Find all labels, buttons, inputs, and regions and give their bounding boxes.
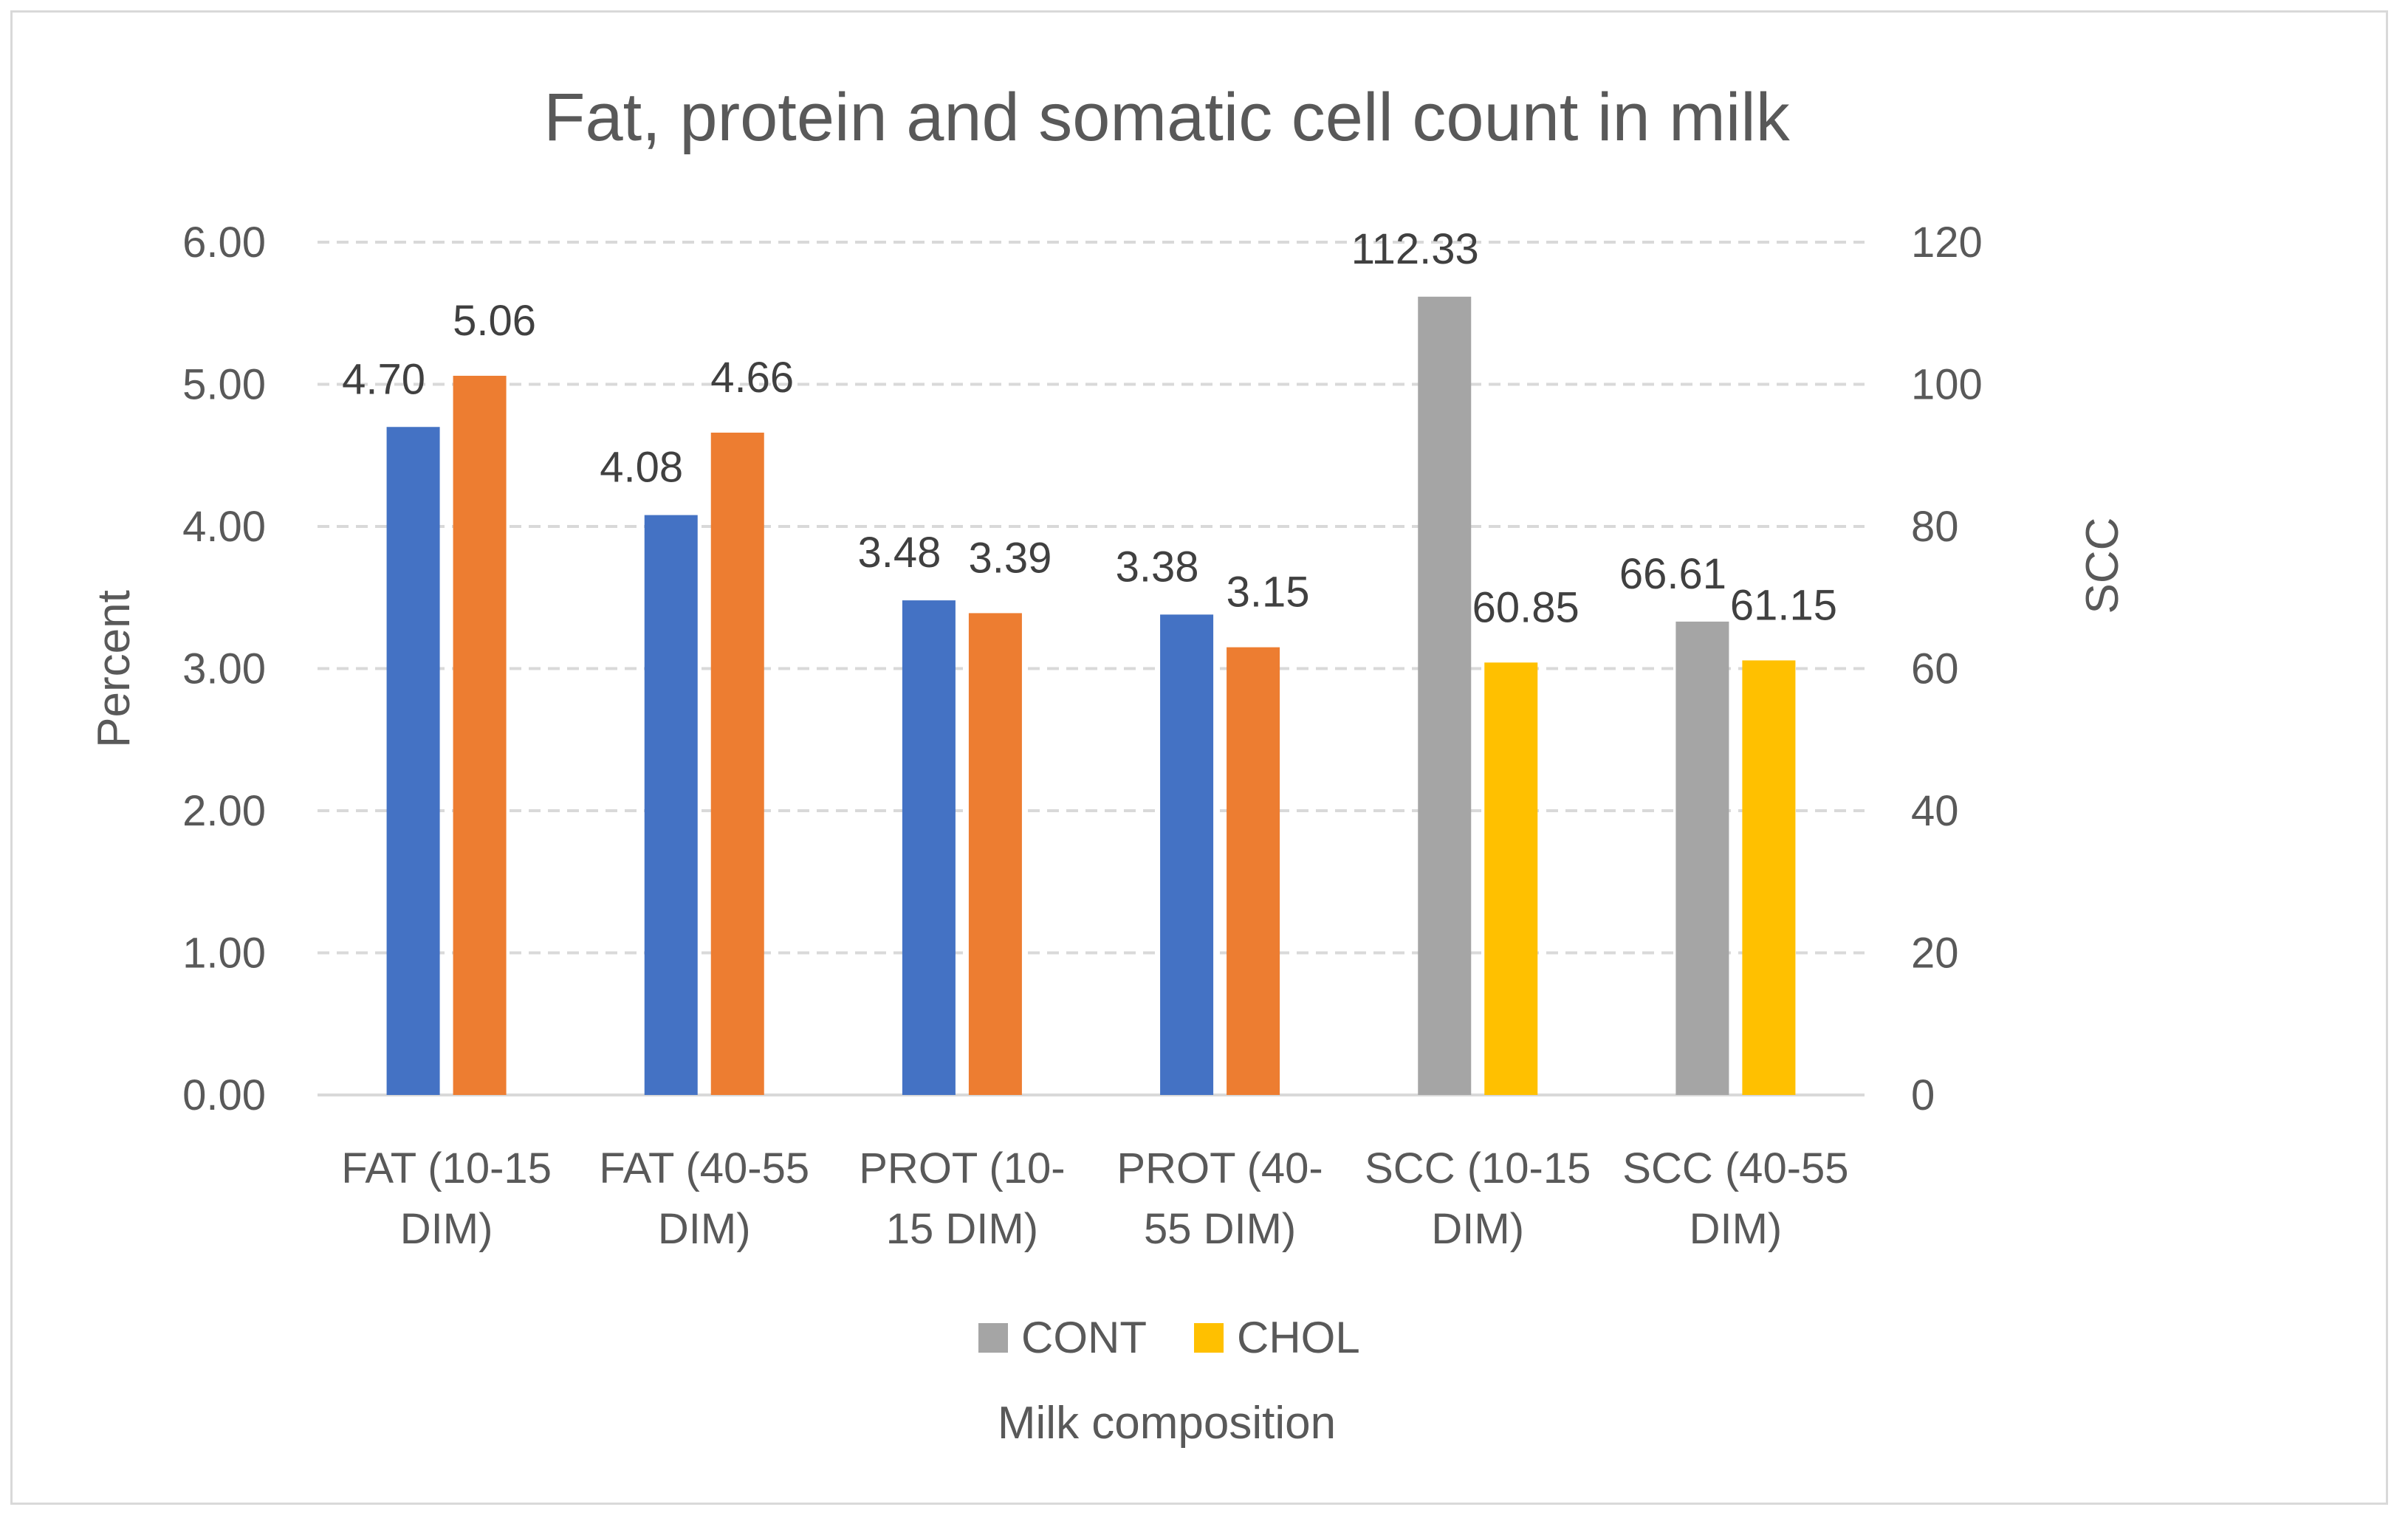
category-label: PROT (10- <box>859 1144 1065 1192</box>
data-label-chol: 5.06 <box>453 297 536 345</box>
data-label-chol: 61.15 <box>1730 581 1837 629</box>
data-label-chol: 4.66 <box>710 354 794 402</box>
y-axis-title: Percent <box>89 590 140 748</box>
bar-chol <box>968 613 1022 1095</box>
category-label: PROT (40- <box>1116 1144 1323 1192</box>
data-label-chol: 3.39 <box>968 534 1052 582</box>
legend-swatch <box>978 1323 1008 1353</box>
data-label-cont: 4.08 <box>600 444 683 492</box>
data-label-cont: 112.33 <box>1351 225 1479 273</box>
x-axis-categories: FAT (10-15 DIM) FAT (40-55 DIM) PROT (10- 15 … <box>341 1144 1848 1253</box>
category-label: DIM) <box>1431 1205 1524 1253</box>
data-label-chol: 60.85 <box>1472 583 1579 631</box>
y-tick-label: 0.00 <box>182 1071 266 1119</box>
bar-cont <box>386 427 440 1095</box>
category-label: FAT (10-15 <box>341 1144 552 1192</box>
y-tick-label: 2.00 <box>182 787 266 835</box>
category-label: SCC (40-55 <box>1622 1144 1848 1192</box>
bar-chol <box>1227 647 1280 1095</box>
category-label: DIM) <box>1690 1205 1783 1253</box>
y-tick-label: 3.00 <box>182 645 266 693</box>
bar-cont <box>1675 621 1729 1095</box>
y2-tick-label: 40 <box>1911 787 1959 835</box>
legend: CONT CHOL <box>978 1313 1360 1362</box>
category-label: 15 DIM) <box>886 1205 1038 1253</box>
data-labels: 4.70 5.06 4.08 4.66 3.48 3.39 3.38 3.15 112.33 60… <box>342 225 1837 631</box>
data-label-cont: 3.48 <box>857 529 941 577</box>
category-label: FAT (40-55 <box>599 1144 809 1192</box>
legend-label: CHOL <box>1237 1313 1360 1362</box>
y2-tick-label: 80 <box>1911 503 1959 551</box>
chart-title: Fat, protein and somatic cell count in m… <box>543 80 1790 155</box>
y-tick-label: 5.00 <box>182 361 266 409</box>
bar-cont <box>644 515 698 1095</box>
legend-label: CONT <box>1021 1313 1147 1362</box>
category-label: DIM) <box>658 1205 751 1253</box>
y-axis-right: 0 20 40 60 80 100 120 <box>1911 219 1983 1119</box>
legend-swatch <box>1194 1323 1224 1353</box>
y-tick-label: 6.00 <box>182 219 266 267</box>
y2-tick-label: 100 <box>1911 361 1983 409</box>
gridlines <box>318 241 1865 1096</box>
category-label: SCC (10-15 <box>1365 1144 1591 1192</box>
bars <box>386 296 1796 1096</box>
bar-cont <box>1418 296 1472 1096</box>
y-tick-label: 1.00 <box>182 930 266 978</box>
x-axis-title: Milk composition <box>998 1398 1336 1449</box>
y2-tick-label: 120 <box>1911 219 1983 267</box>
bar-cont <box>902 600 956 1095</box>
y-axis-left: 0.00 1.00 2.00 3.00 4.00 5.00 6.00 <box>182 219 266 1119</box>
bar-chol <box>1742 660 1796 1095</box>
category-label: 55 DIM) <box>1144 1205 1296 1253</box>
bar-chol <box>1484 662 1538 1095</box>
bar-cont <box>1160 614 1214 1095</box>
category-label: DIM) <box>400 1205 493 1253</box>
bar-chol <box>710 432 764 1095</box>
data-label-cont: 3.38 <box>1116 543 1199 591</box>
y2-tick-label: 60 <box>1911 645 1959 693</box>
data-label-chol: 3.15 <box>1227 569 1310 617</box>
data-label-cont: 4.70 <box>342 355 425 403</box>
data-label-cont: 66.61 <box>1619 550 1726 598</box>
y2-axis-title: SCC <box>2077 518 2128 614</box>
y2-tick-label: 0 <box>1911 1071 1935 1119</box>
y-tick-label: 4.00 <box>182 503 266 551</box>
y2-tick-label: 20 <box>1911 930 1959 978</box>
bar-chol <box>453 375 507 1095</box>
